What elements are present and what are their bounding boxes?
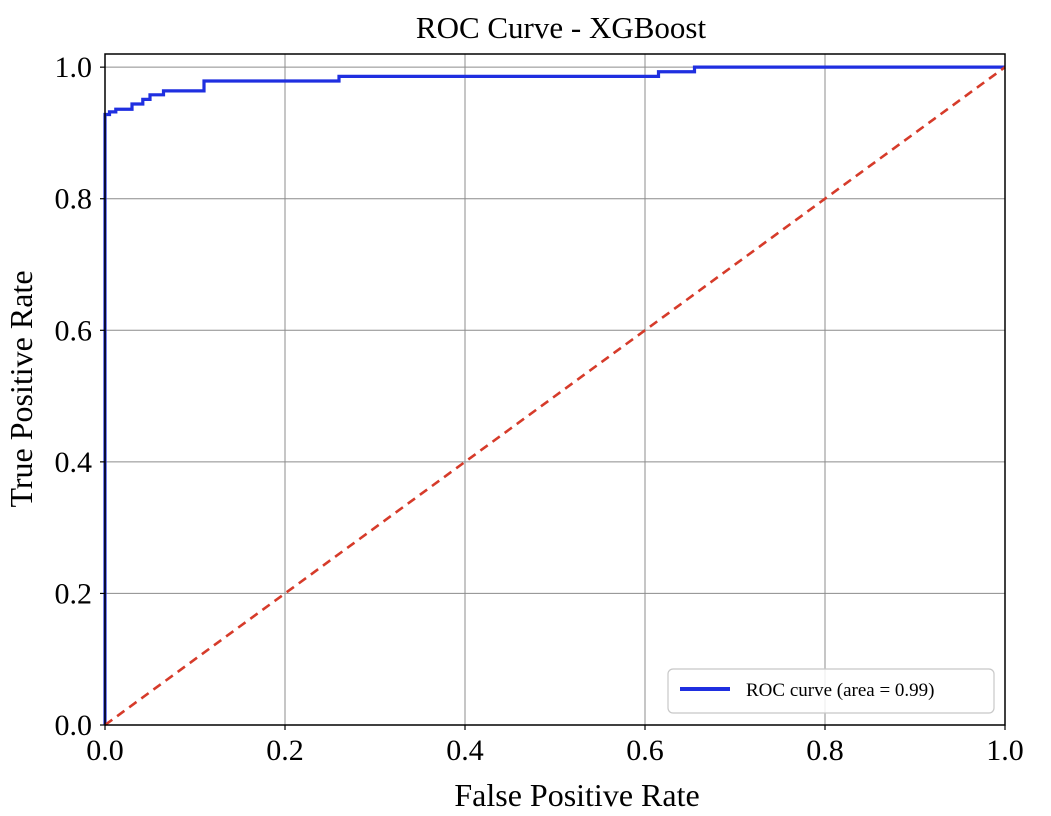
x-tick-label: 0.0	[86, 734, 124, 767]
y-tick-label: 0.2	[55, 577, 93, 610]
chance-line	[104, 66, 1006, 727]
x-axis-label: False Positive Rate	[454, 777, 699, 813]
x-tick-label: 1.0	[986, 734, 1024, 767]
legend-box	[667, 668, 995, 714]
y-tick-label: 1.0	[55, 51, 93, 84]
legend: ROC curve (area = 0.99)	[667, 668, 995, 714]
plot-frame	[104, 53, 1006, 726]
y-tick-label: 0.0	[55, 709, 93, 742]
y-tick-label: 0.4	[55, 446, 93, 479]
y-tick-label: 0.8	[55, 183, 93, 216]
chart-title: ROC Curve - XGBoost	[416, 10, 707, 45]
x-tick-label: 0.2	[266, 734, 304, 767]
x-tick-label: 0.4	[446, 734, 484, 767]
tick-labels: 0.0 0.2 0.4 0.6 0.8 1.0 0.0 0.2 0.4 0.6 0.8 1.0	[55, 51, 1024, 767]
y-axis-label: True Positive Rate	[3, 270, 39, 507]
grid-lines	[104, 54, 1006, 726]
x-tick-label: 0.6	[626, 734, 664, 767]
roc-curve-line	[103, 65, 1005, 725]
legend-label-roc: ROC curve (area = 0.99)	[746, 680, 935, 701]
x-tick-label: 0.8	[806, 734, 844, 767]
y-tick-label: 0.6	[55, 314, 93, 347]
plot-area	[103, 65, 1006, 727]
